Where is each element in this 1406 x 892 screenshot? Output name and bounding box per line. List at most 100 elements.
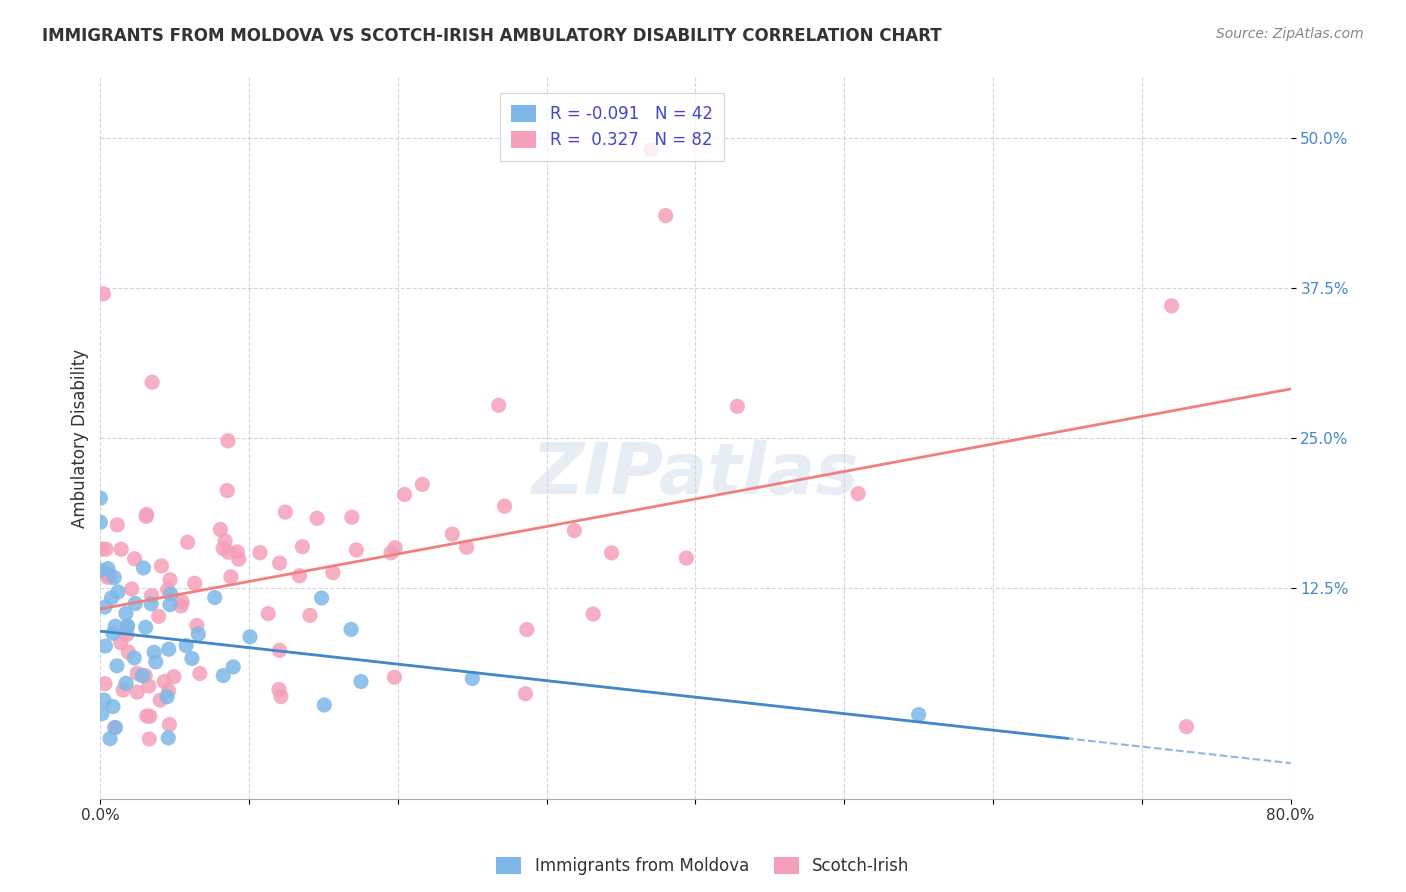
Point	[174, 639, 197, 653]
Point	[270, 690, 292, 704]
Point	[217, 483, 239, 498]
Point	[172, 595, 194, 609]
Point	[267, 682, 290, 697]
Point	[212, 668, 235, 682]
Point	[846, 486, 869, 500]
Point	[183, 576, 205, 591]
Point	[150, 558, 173, 573]
Point	[93, 693, 115, 707]
Point	[135, 620, 157, 634]
Point	[135, 509, 157, 524]
Point	[441, 527, 464, 541]
Point	[94, 542, 117, 557]
Point	[112, 683, 135, 698]
Point	[159, 573, 181, 587]
Point	[91, 286, 114, 301]
Point	[217, 545, 239, 559]
Legend: R = -0.091   N = 42, R =  0.327   N = 82: R = -0.091 N = 42, R = 0.327 N = 82	[499, 93, 724, 161]
Point	[564, 524, 586, 538]
Point	[228, 552, 250, 566]
Point	[291, 540, 314, 554]
Text: Source: ZipAtlas.com: Source: ZipAtlas.com	[1216, 27, 1364, 41]
Point	[117, 618, 139, 632]
Point	[350, 674, 373, 689]
Point	[600, 546, 623, 560]
Point	[156, 690, 179, 704]
Point	[340, 623, 363, 637]
Point	[90, 706, 112, 721]
Point	[104, 721, 127, 735]
Point	[94, 600, 117, 615]
Point	[124, 551, 146, 566]
Point	[141, 375, 163, 389]
Point	[239, 630, 262, 644]
Point	[394, 487, 416, 501]
Point	[89, 491, 111, 506]
Point	[127, 685, 149, 699]
Point	[461, 672, 484, 686]
Point	[117, 620, 139, 634]
Point	[214, 533, 236, 548]
Point	[156, 582, 179, 597]
Point	[344, 543, 367, 558]
Point	[98, 731, 121, 746]
Point	[90, 542, 112, 557]
Point	[257, 607, 280, 621]
Point	[311, 591, 333, 605]
Point	[640, 143, 662, 157]
Point	[131, 669, 153, 683]
Point	[1160, 299, 1182, 313]
Point	[188, 666, 211, 681]
Point	[157, 731, 180, 745]
Point	[124, 597, 146, 611]
Point	[163, 670, 186, 684]
Point	[157, 683, 180, 698]
Point	[219, 570, 242, 584]
Point	[124, 651, 146, 665]
Point	[110, 635, 132, 649]
Point	[176, 535, 198, 549]
Point	[135, 709, 157, 723]
Point	[186, 618, 208, 632]
Point	[153, 674, 176, 689]
Point	[134, 668, 156, 682]
Point	[269, 643, 291, 657]
Point	[907, 707, 929, 722]
Point	[170, 599, 193, 613]
Point	[94, 676, 117, 690]
Point	[380, 546, 402, 560]
Point	[187, 627, 209, 641]
Point	[149, 693, 172, 707]
Point	[159, 598, 181, 612]
Point	[226, 545, 249, 559]
Point	[217, 434, 239, 448]
Point	[654, 209, 676, 223]
Point	[340, 510, 363, 524]
Point	[141, 589, 163, 603]
Point	[139, 709, 162, 723]
Point	[115, 627, 138, 641]
Text: IMMIGRANTS FROM MOLDOVA VS SCOTCH-IRISH AMBULATORY DISABILITY CORRELATION CHART: IMMIGRANTS FROM MOLDOVA VS SCOTCH-IRISH …	[42, 27, 942, 45]
Point	[115, 676, 138, 690]
Point	[488, 398, 510, 412]
Text: ZIPatlas: ZIPatlas	[531, 440, 859, 508]
Point	[307, 511, 329, 525]
Point	[269, 556, 291, 570]
Point	[148, 609, 170, 624]
Y-axis label: Ambulatory Disability: Ambulatory Disability	[72, 349, 89, 528]
Point	[725, 400, 748, 414]
Point	[105, 658, 128, 673]
Point	[494, 499, 516, 513]
Point	[89, 515, 111, 529]
Point	[181, 651, 204, 665]
Point	[159, 587, 181, 601]
Point	[107, 585, 129, 599]
Point	[515, 687, 537, 701]
Point	[274, 505, 297, 519]
Point	[105, 517, 128, 532]
Point	[121, 582, 143, 596]
Point	[98, 570, 121, 584]
Point	[516, 623, 538, 637]
Point	[384, 541, 406, 555]
Point	[127, 666, 149, 681]
